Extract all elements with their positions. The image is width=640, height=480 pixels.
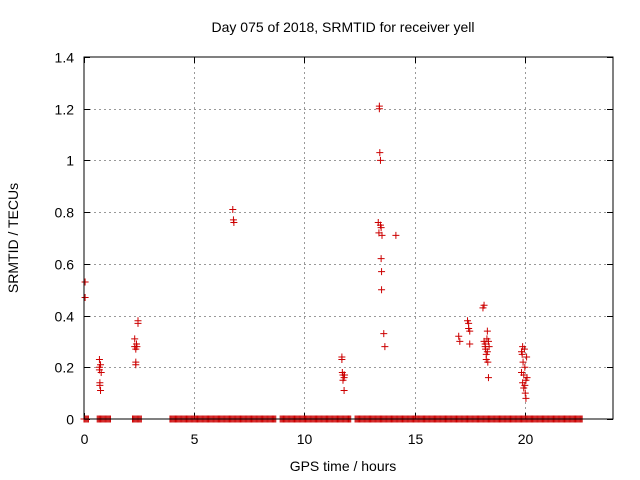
data-point — [392, 231, 400, 239]
data-point — [380, 330, 388, 338]
data-point — [518, 350, 526, 358]
y-tick-label: 0 — [66, 412, 74, 428]
data-point — [377, 255, 385, 263]
x-tick-label: 10 — [297, 431, 313, 447]
data-point — [341, 371, 349, 379]
y-tick-label: 1 — [66, 153, 74, 169]
data-point — [229, 206, 237, 214]
data-point — [455, 332, 463, 340]
data-point — [378, 286, 386, 294]
data-point — [484, 374, 492, 382]
chart-title: Day 075 of 2018, SRMTID for receiver yel… — [212, 19, 475, 35]
data-point — [378, 268, 386, 276]
data-point — [485, 343, 493, 351]
data-point — [97, 368, 105, 376]
y-tick-label: 0.2 — [55, 360, 75, 376]
grid — [84, 57, 613, 419]
data-point — [375, 105, 383, 113]
data-point — [381, 343, 389, 351]
data-point — [134, 319, 142, 327]
y-tick-label: 1.4 — [55, 50, 75, 66]
y-tick-label: 0.8 — [55, 205, 75, 221]
y-tick-label: 0.4 — [55, 309, 75, 325]
data-points — [80, 102, 586, 423]
x-tick-label: 20 — [518, 431, 534, 447]
data-point — [466, 340, 474, 348]
data-point — [483, 348, 491, 356]
data-point — [376, 149, 384, 157]
data-point — [484, 337, 492, 345]
plot-frame — [83, 56, 614, 420]
data-point — [81, 278, 89, 286]
data-point — [466, 327, 474, 335]
data-point — [484, 358, 492, 366]
data-point — [131, 335, 139, 343]
data-point — [483, 327, 491, 335]
data-point — [95, 356, 103, 364]
y-tick-label: 1.2 — [55, 102, 75, 118]
data-point — [340, 387, 348, 395]
data-point — [338, 356, 346, 364]
data-point — [456, 337, 464, 345]
y-axis-label: SRMTID / TECUs — [5, 183, 21, 293]
data-point — [97, 361, 105, 369]
x-axis-label: GPS time / hours — [290, 458, 397, 474]
data-point — [521, 389, 529, 397]
data-point — [81, 293, 89, 301]
data-point — [230, 218, 238, 226]
data-point — [522, 394, 530, 402]
data-point — [96, 381, 104, 389]
x-tick-label: 0 — [81, 431, 89, 447]
data-point — [133, 343, 141, 351]
data-point — [97, 387, 105, 395]
x-tick-label: 15 — [408, 431, 424, 447]
data-point — [377, 224, 385, 232]
data-point — [521, 381, 529, 389]
data-point — [519, 358, 527, 366]
data-point — [523, 353, 531, 361]
data-point — [480, 301, 488, 309]
data-point — [132, 361, 140, 369]
data-point — [523, 374, 531, 382]
data-point — [378, 231, 386, 239]
y-tick-label: 0.6 — [55, 257, 75, 273]
data-point — [521, 363, 529, 371]
data-point — [376, 156, 384, 164]
x-tick-label: 5 — [191, 431, 199, 447]
data-point — [520, 345, 528, 353]
